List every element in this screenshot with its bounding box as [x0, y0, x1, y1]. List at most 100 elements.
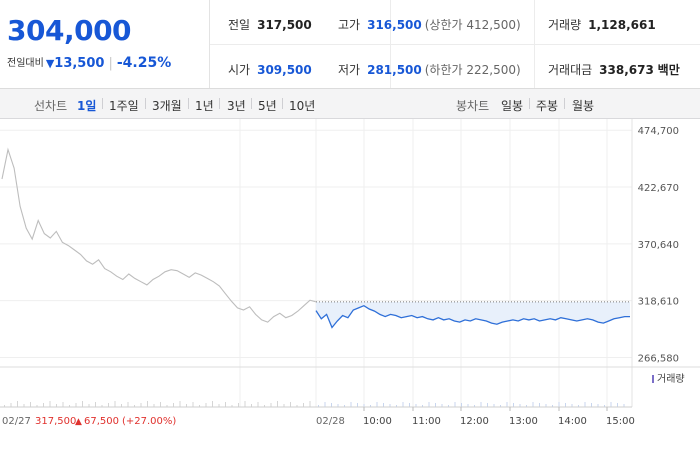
divider	[145, 98, 146, 109]
volume-bar	[389, 404, 391, 407]
volume-bar	[617, 403, 618, 407]
divider	[219, 98, 220, 109]
x-tick-label: 12:00	[460, 416, 489, 427]
today-line	[315, 304, 630, 329]
open-label: 시가	[228, 63, 251, 77]
trade-amount-unit: 백만	[657, 63, 680, 77]
volume-bar	[552, 405, 553, 407]
prev-close-label: 전일	[228, 18, 251, 32]
volume-bar	[264, 405, 265, 407]
volume-bar	[558, 402, 560, 407]
volume-bar	[218, 404, 220, 407]
volume-bar	[604, 405, 605, 407]
volume-bar	[532, 402, 534, 407]
tab-1d[interactable]: 1일	[77, 99, 97, 113]
tab-1y[interactable]: 1년	[195, 99, 214, 113]
volume-bar	[309, 401, 311, 407]
volume-bar	[513, 403, 514, 407]
volume-bar	[578, 405, 579, 407]
tab-3m[interactable]: 3개월	[152, 99, 182, 113]
y-tick-label: 474,700	[638, 126, 679, 137]
tab-10y[interactable]: 10년	[289, 99, 316, 113]
prev-change-label: 67,500	[84, 416, 119, 427]
volume-bar	[571, 404, 573, 407]
volume-bar	[179, 401, 181, 407]
prev-date-label: 02/27	[2, 416, 31, 427]
volume-bar	[244, 401, 246, 407]
tab-3y[interactable]: 3년	[227, 99, 246, 113]
volume-bar	[539, 403, 540, 407]
volume: 거래량 1,128,661	[548, 16, 656, 33]
volume-bar	[610, 402, 612, 407]
tab-weekly-candle[interactable]: 주봉	[536, 99, 559, 113]
volume-bar	[402, 402, 404, 407]
y-axis-labels: 474,700 422,670 370,640 318,610 266,580	[638, 126, 679, 364]
volume-bar	[331, 403, 332, 407]
volume-bar	[357, 403, 358, 407]
change-label: 전일대비	[7, 58, 44, 69]
volume-bar	[30, 402, 31, 407]
tab-daily-candle[interactable]: 일봉	[501, 99, 524, 113]
volume-bar	[147, 401, 148, 407]
volume-bar	[257, 402, 259, 407]
volume-bar	[584, 402, 586, 407]
volume-bar	[363, 404, 365, 407]
volume-bar	[238, 403, 239, 407]
volume-bar	[383, 403, 384, 407]
volume-bar	[487, 403, 488, 407]
low-label: 저가	[338, 63, 361, 77]
tab-1w[interactable]: 1주일	[109, 99, 139, 113]
volume-bar	[441, 404, 443, 407]
y-tick-label: 266,580	[638, 353, 679, 364]
volume-bar	[415, 404, 417, 407]
volume-bar	[376, 402, 378, 407]
price-chart[interactable]: 474,700 422,670 370,640 318,610 266,580 거래량 …	[0, 119, 700, 450]
volume-bar	[324, 402, 326, 407]
volume-bar	[251, 404, 252, 407]
y-tick-label: 370,640	[638, 240, 679, 251]
lower-limit: (하한가 222,500)	[424, 63, 521, 77]
candle-chart-header: 봉차트	[456, 99, 490, 113]
volume-bar	[270, 403, 272, 407]
volume-bar	[296, 405, 298, 407]
upper-limit: (상한가 412,500)	[424, 18, 521, 32]
down-arrow-icon: ▼	[45, 57, 55, 70]
volume-value: 1,128,661	[588, 18, 656, 32]
volume-bar	[10, 403, 12, 407]
volume-bar	[283, 404, 285, 407]
today-area-fill	[316, 301, 630, 328]
volume-bar	[88, 404, 90, 407]
tab-monthly-candle[interactable]: 월봉	[572, 99, 595, 113]
price-summary: 304,000 전일대비 ▼13,500 | -4.25%	[0, 0, 210, 88]
volume-bar	[467, 404, 469, 407]
trade-amount-value: 338,673	[599, 63, 654, 77]
volume-bar	[480, 402, 482, 407]
x-tick-label: 15:00	[606, 416, 635, 427]
volume-bar	[95, 402, 96, 407]
volume-bar	[17, 401, 18, 407]
volume-bar	[23, 404, 25, 407]
volume-legend-swatch	[652, 375, 654, 383]
separator: |	[108, 56, 113, 71]
volume-bar	[370, 405, 371, 407]
volume-bar	[428, 402, 430, 407]
volume-bar	[56, 404, 57, 407]
high-price: 고가 316,500 (상한가 412,500)	[338, 16, 521, 33]
volume-bar	[49, 401, 51, 407]
high-label: 고가	[338, 18, 361, 32]
volume-bar	[448, 405, 449, 407]
volume-bar	[422, 405, 423, 407]
volume-bar	[506, 402, 508, 407]
volume-bar	[166, 405, 168, 407]
volume-bar	[231, 405, 233, 407]
volume-bar	[409, 403, 410, 407]
prev-change-pct-label: (+27.00%)	[122, 416, 176, 427]
volume-bar	[290, 402, 291, 407]
volume-bar	[69, 405, 70, 407]
volume-bar	[205, 403, 207, 407]
volume-bar	[62, 402, 64, 407]
volume-bar	[337, 404, 339, 407]
tab-5y[interactable]: 5년	[258, 99, 277, 113]
up-arrow-icon: ▲	[75, 417, 82, 427]
